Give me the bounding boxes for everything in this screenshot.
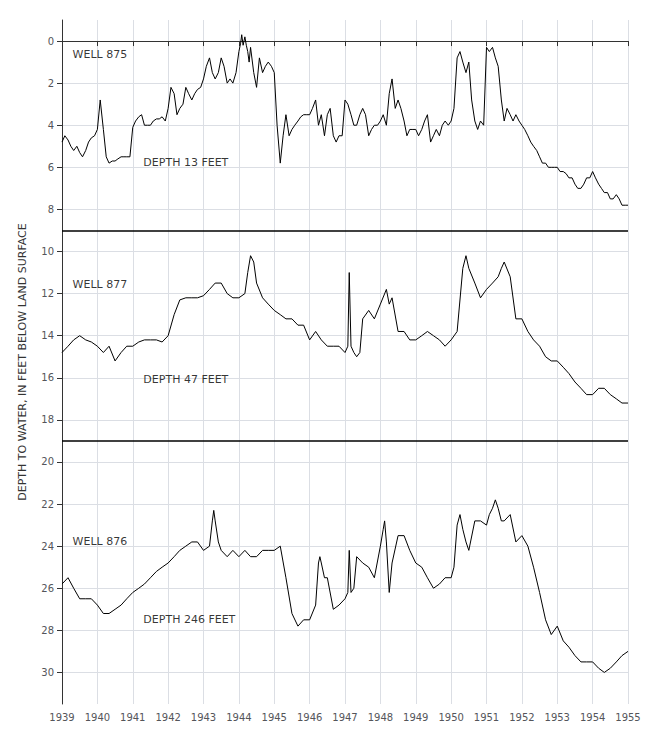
svg-text:DEPTH 246 FEET: DEPTH 246 FEET <box>143 613 235 626</box>
svg-text:18: 18 <box>41 414 54 425</box>
svg-text:1950: 1950 <box>438 712 463 723</box>
svg-text:1946: 1946 <box>297 712 322 723</box>
svg-text:1945: 1945 <box>262 712 287 723</box>
svg-text:26: 26 <box>41 583 54 594</box>
svg-text:1951: 1951 <box>474 712 499 723</box>
svg-text:1940: 1940 <box>85 712 110 723</box>
svg-text:12: 12 <box>41 288 54 299</box>
svg-text:WELL 875: WELL 875 <box>73 48 128 61</box>
svg-text:2: 2 <box>48 78 54 89</box>
svg-text:1949: 1949 <box>403 712 428 723</box>
svg-text:WELL 877: WELL 877 <box>73 278 128 291</box>
svg-text:1942: 1942 <box>155 712 180 723</box>
svg-text:1943: 1943 <box>191 712 216 723</box>
svg-text:16: 16 <box>41 372 54 383</box>
svg-text:1952: 1952 <box>509 712 534 723</box>
svg-text:1939: 1939 <box>49 712 74 723</box>
svg-text:1955: 1955 <box>615 712 640 723</box>
svg-text:DEPTH TO WATER, IN FEET BELOW: DEPTH TO WATER, IN FEET BELOW LAND SURFA… <box>16 223 29 500</box>
svg-text:10: 10 <box>41 246 54 257</box>
svg-text:1953: 1953 <box>545 712 570 723</box>
svg-text:1947: 1947 <box>332 712 357 723</box>
svg-text:8: 8 <box>48 204 54 215</box>
svg-text:DEPTH 47 FEET: DEPTH 47 FEET <box>143 373 228 386</box>
svg-text:6: 6 <box>48 162 54 173</box>
svg-text:1941: 1941 <box>120 712 145 723</box>
svg-text:0: 0 <box>48 36 54 47</box>
svg-text:1954: 1954 <box>580 712 605 723</box>
svg-text:30: 30 <box>41 667 54 678</box>
svg-text:24: 24 <box>41 541 54 552</box>
svg-text:22: 22 <box>41 499 54 510</box>
svg-text:WELL 876: WELL 876 <box>73 535 128 548</box>
svg-text:DEPTH 13 FEET: DEPTH 13 FEET <box>143 156 228 169</box>
svg-text:1948: 1948 <box>368 712 393 723</box>
svg-text:14: 14 <box>41 330 54 341</box>
svg-text:28: 28 <box>41 625 54 636</box>
svg-text:1944: 1944 <box>226 712 251 723</box>
svg-text:4: 4 <box>48 120 54 131</box>
svg-text:20: 20 <box>41 456 54 467</box>
